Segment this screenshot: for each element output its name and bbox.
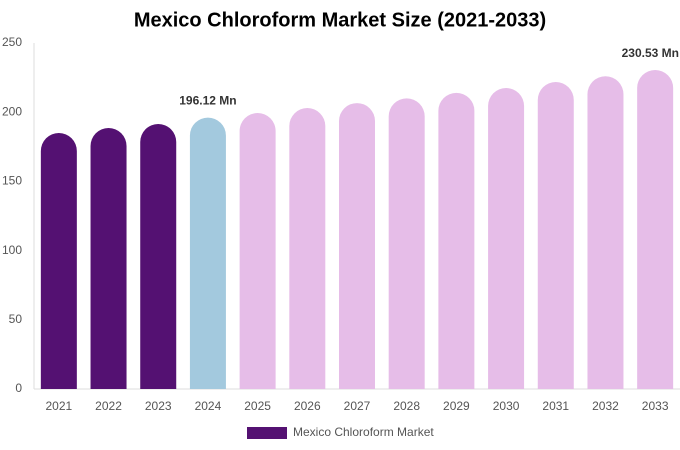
legend-swatch [247,427,287,439]
y-tick-label: 50 [9,312,23,326]
bar [90,127,127,390]
x-tick-label: 2029 [443,399,470,413]
x-tick-label: 2033 [642,399,669,413]
x-tick-label: 2025 [244,399,271,413]
x-tick-label: 2026 [294,399,321,413]
bar [488,88,525,390]
x-tick-label: 2028 [393,399,420,413]
bar [40,132,77,389]
y-tick-label: 150 [2,174,22,188]
bar [289,108,326,389]
bar [438,92,475,389]
bar [339,103,375,389]
chart-title: Mexico Chloroform Market Size (2021-2033… [134,9,546,31]
x-tick-label: 2022 [95,399,122,413]
x-tick-label: 2032 [592,399,619,413]
bar [189,117,226,389]
y-tick-label: 0 [15,381,22,395]
legend-label: Mexico Chloroform Market [293,425,434,439]
y-tick-label: 200 [2,104,22,118]
y-tick-label: 250 [2,35,22,49]
bar [637,69,674,390]
x-tick-label: 2021 [45,399,72,413]
x-tick-label: 2023 [145,399,172,413]
y-tick-label: 100 [2,243,22,257]
bar [140,123,177,390]
bar [537,82,574,389]
x-tick-label: 2024 [195,399,222,413]
bar [388,98,425,390]
data-label: 196.12 Mn [179,94,236,108]
x-tick-label: 2030 [493,399,520,413]
x-tick-label: 2027 [344,399,371,413]
data-label: 230.53 Mn [622,46,679,60]
bar [239,113,276,389]
x-tick-label: 2031 [542,399,569,413]
bar [587,76,624,389]
